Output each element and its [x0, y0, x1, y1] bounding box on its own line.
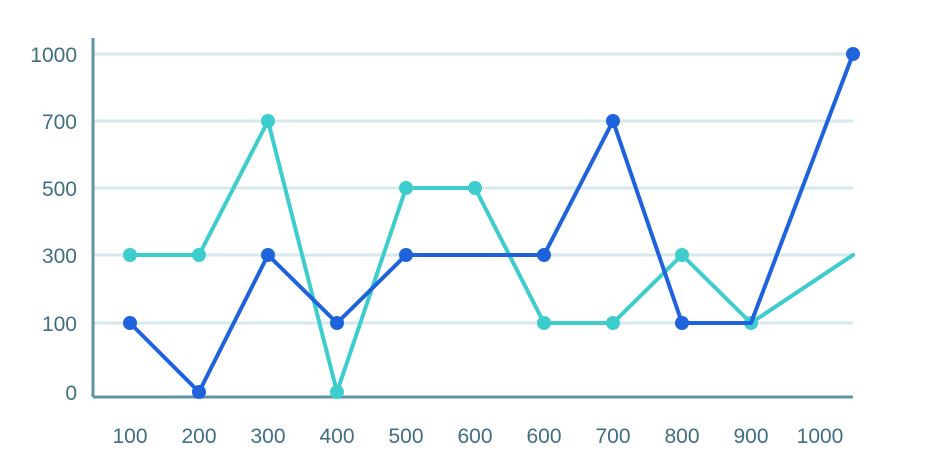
- data-point: [606, 316, 620, 330]
- data-point: [399, 248, 413, 262]
- y-tick-label-1000: 1000: [30, 44, 77, 67]
- x-tick-label-5: 500: [388, 425, 423, 448]
- x-tick-label-8: 700: [595, 425, 630, 448]
- x-tick-label-3: 300: [250, 425, 285, 448]
- x-tick-label-11: 1000: [797, 425, 844, 448]
- x-tick-label-6: 600: [457, 425, 492, 448]
- x-tick-labels: 100 200 300 400 500 600 600 700 800 900 1000: [112, 425, 843, 448]
- data-point: [330, 385, 344, 399]
- data-point: [537, 316, 551, 330]
- data-point: [192, 248, 206, 262]
- series-2: [123, 47, 860, 399]
- data-point: [123, 316, 137, 330]
- axes: [91, 38, 853, 399]
- data-point: [606, 114, 620, 128]
- data-point: [468, 181, 482, 195]
- y-tick-labels: 0 100 300 500 700 1000: [30, 44, 77, 405]
- y-tick-label-100: 100: [42, 313, 77, 336]
- data-point: [675, 248, 689, 262]
- data-point: [261, 248, 275, 262]
- data-point: [399, 181, 413, 195]
- y-tick-label-700: 700: [42, 111, 77, 134]
- x-tick-label-9: 800: [664, 425, 699, 448]
- x-tick-label-10: 900: [733, 425, 768, 448]
- x-tick-label-1: 100: [112, 425, 147, 448]
- data-point: [537, 248, 551, 262]
- data-point: [261, 114, 275, 128]
- data-point: [675, 316, 689, 330]
- data-point: [330, 316, 344, 330]
- y-tick-label-300: 300: [42, 245, 77, 268]
- x-tick-label-7: 600: [526, 425, 561, 448]
- data-point: [192, 385, 206, 399]
- data-point: [123, 248, 137, 262]
- y-tick-label-500: 500: [42, 178, 77, 201]
- series-line-2: [128, 52, 855, 394]
- series-1: [123, 114, 855, 399]
- x-tick-label-2: 200: [181, 425, 216, 448]
- y-tick-label-0: 0: [65, 382, 77, 405]
- data-point: [846, 47, 860, 61]
- series: [123, 47, 860, 399]
- x-tick-label-4: 400: [319, 425, 354, 448]
